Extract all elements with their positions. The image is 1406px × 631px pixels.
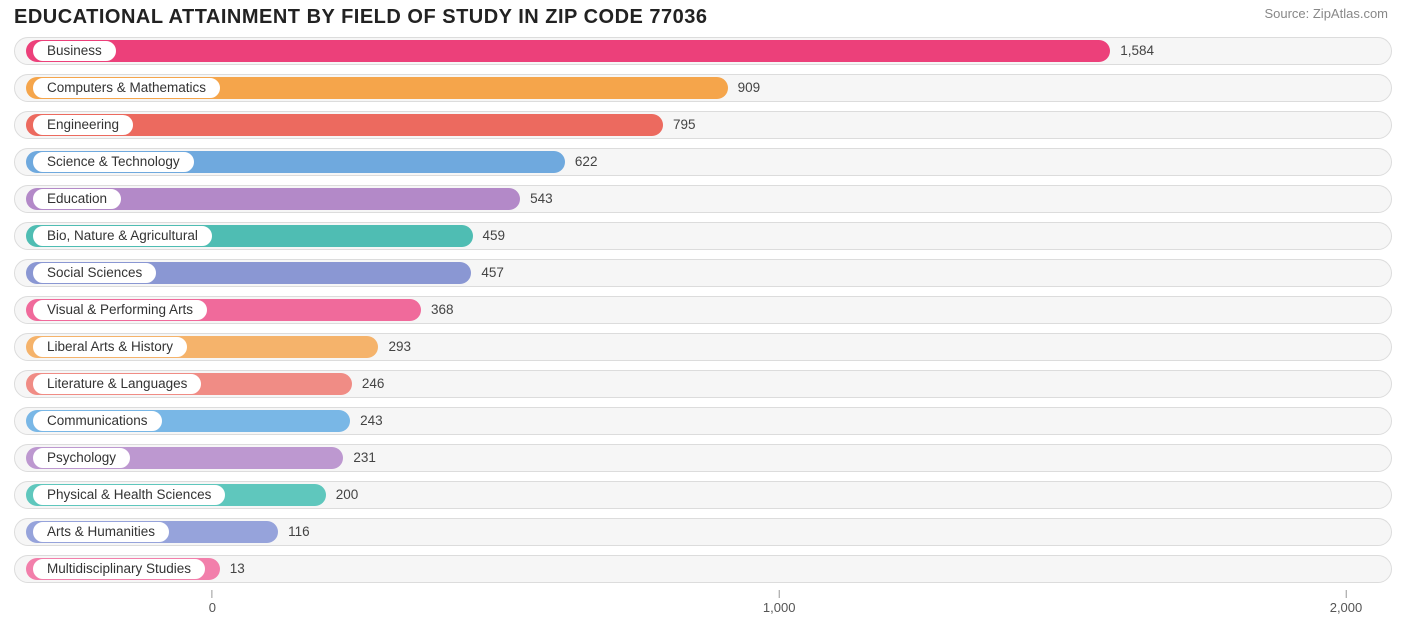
bar-value-label: 368 [431, 294, 454, 326]
bar-category-label: Multidisciplinary Studies [32, 558, 206, 580]
bar-row: Literature & Languages 246 [14, 368, 1392, 400]
chart-title: EDUCATIONAL ATTAINMENT BY FIELD OF STUDY… [14, 6, 708, 29]
bar-fill [26, 40, 1110, 62]
bar-category-label: Education [32, 188, 122, 210]
chart-source: Source: ZipAtlas.com [1264, 6, 1388, 21]
chart-area: Business 1,584 Computers & Mathematics 909 E… [0, 33, 1406, 622]
bar-category-label: Social Sciences [32, 262, 157, 284]
bar-track [14, 555, 1392, 583]
bar-category-label: Liberal Arts & History [32, 336, 188, 358]
bar-category-label: Literature & Languages [32, 373, 202, 395]
bar-value-label: 543 [530, 183, 553, 215]
bar-row: Social Sciences 457 [14, 257, 1392, 289]
bar-value-label: 459 [483, 220, 506, 252]
bar-category-label: Arts & Humanities [32, 521, 170, 543]
chart-header: EDUCATIONAL ATTAINMENT BY FIELD OF STUDY… [0, 0, 1406, 33]
x-axis: 0 1,000 2,000 [14, 590, 1392, 622]
bar-row: Bio, Nature & Agricultural 459 [14, 220, 1392, 252]
tick-mark [1345, 590, 1346, 598]
tick-mark [779, 590, 780, 598]
tick-mark [212, 590, 213, 598]
bar-category-label: Visual & Performing Arts [32, 299, 208, 321]
bars-container: Business 1,584 Computers & Mathematics 909 E… [14, 35, 1392, 585]
bar-row: Computers & Mathematics 909 [14, 72, 1392, 104]
bar-row: Engineering 795 [14, 109, 1392, 141]
bar-value-label: 13 [230, 553, 245, 585]
bar-category-label: Engineering [32, 114, 134, 136]
bar-category-label: Computers & Mathematics [32, 77, 221, 99]
bar-row: Arts & Humanities 116 [14, 516, 1392, 548]
bar-value-label: 243 [360, 405, 383, 437]
bar-value-label: 200 [336, 479, 359, 511]
bar-category-label: Physical & Health Sciences [32, 484, 226, 506]
bar-row: Physical & Health Sciences 200 [14, 479, 1392, 511]
bar-value-label: 116 [288, 516, 310, 548]
bar-category-label: Business [32, 40, 117, 62]
bar-row: Multidisciplinary Studies 13 [14, 553, 1392, 585]
bar-value-label: 231 [353, 442, 376, 474]
bar-row: Communications 243 [14, 405, 1392, 437]
x-axis-tick: 0 [209, 590, 216, 615]
bar-value-label: 457 [481, 257, 504, 289]
bar-row: Business 1,584 [14, 35, 1392, 67]
bar-row: Liberal Arts & History 293 [14, 331, 1392, 363]
bar-row: Science & Technology 622 [14, 146, 1392, 178]
tick-label: 0 [209, 600, 216, 615]
bar-value-label: 293 [388, 331, 411, 363]
bar-value-label: 909 [738, 72, 761, 104]
bar-value-label: 795 [673, 109, 696, 141]
tick-label: 2,000 [1330, 600, 1363, 615]
tick-label: 1,000 [763, 600, 796, 615]
bar-category-label: Science & Technology [32, 151, 195, 173]
bar-row: Education 543 [14, 183, 1392, 215]
bar-category-label: Psychology [32, 447, 131, 469]
bar-category-label: Communications [32, 410, 163, 432]
x-axis-tick: 2,000 [1330, 590, 1363, 615]
bar-category-label: Bio, Nature & Agricultural [32, 225, 213, 247]
x-axis-tick: 1,000 [763, 590, 796, 615]
bar-value-label: 622 [575, 146, 598, 178]
bar-row: Psychology 231 [14, 442, 1392, 474]
bar-row: Visual & Performing Arts 368 [14, 294, 1392, 326]
bar-value-label: 1,584 [1120, 35, 1154, 67]
bar-value-label: 246 [362, 368, 385, 400]
